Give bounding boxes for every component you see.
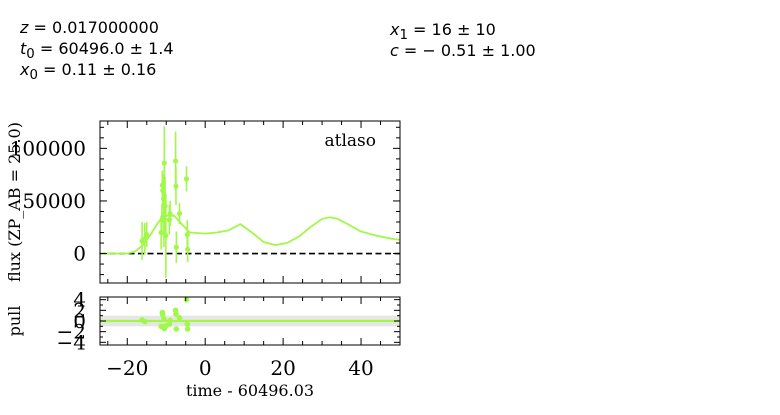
flux-point: [163, 233, 169, 239]
flux-point: [173, 183, 179, 189]
flux-point: [161, 160, 167, 166]
param-x1: x1 = 16 ± 10: [390, 20, 496, 44]
pull-ytick-label: 2: [73, 298, 86, 322]
pull-ytick-label: 0: [73, 309, 86, 333]
fit-parameters-right: x1 = 16 ± 10 c = − 0.51 ± 1.00: [390, 19, 536, 61]
flux-ytick-label: 0: [73, 242, 86, 266]
param-z: z = 0.017000000: [20, 18, 159, 37]
flux-data-group: [100, 126, 400, 278]
xtick-label: 40: [348, 356, 373, 380]
pull-point: [159, 311, 166, 318]
flux-point: [173, 244, 179, 250]
fit-parameters-left: z = 0.017000000 t0 = 60496.0 ± 1.4 x0 = …: [20, 17, 174, 84]
pull-ytick-label: 4: [73, 288, 86, 312]
flux-point: [183, 176, 190, 182]
pull-point: [167, 317, 173, 324]
pull-point: [184, 326, 191, 332]
param-x0: x0 = 0.11 ± 0.16: [20, 60, 157, 84]
pull-ytick-label: −2: [57, 320, 86, 344]
pull-point: [161, 316, 167, 322]
pull-point: [176, 315, 183, 321]
xtick-label: 0: [199, 356, 212, 380]
flux-ytick-label: 50000: [22, 189, 86, 213]
flux-point: [176, 210, 183, 217]
flux-point: [167, 210, 173, 217]
flux-panel: 0 50000 100000 atlaso flux (ZP_AB = 25.0): [5, 120, 401, 284]
pull-point: [173, 326, 180, 332]
flux-point: [144, 232, 150, 238]
xtick-label: 20: [270, 356, 295, 380]
pull-point: [184, 321, 191, 328]
pull-data-group: [100, 297, 400, 332]
xlabel: time - 60496.03: [186, 381, 314, 400]
pull-ytick-label: −4: [57, 330, 86, 354]
param-c: c = − 0.51 ± 1.00: [390, 41, 536, 60]
flux-ylabel: flux (ZP_AB = 25.0): [5, 122, 24, 282]
flux-ytick-label: 100000: [10, 136, 86, 160]
flux-point: [184, 232, 190, 238]
param-t0: t0 = 60496.0 ± 1.4: [20, 39, 174, 63]
pull-ylabel: pull: [5, 306, 24, 337]
flux-frame: [99, 120, 401, 284]
flux-point: [185, 246, 191, 252]
legend-label: atlaso: [325, 131, 377, 151]
flux-point: [172, 158, 179, 164]
pull-point: [142, 318, 148, 325]
pull-point: [183, 297, 190, 303]
model-curve: [100, 214, 400, 255]
xtick-label: −20: [106, 356, 148, 380]
pull-point: [173, 311, 179, 317]
